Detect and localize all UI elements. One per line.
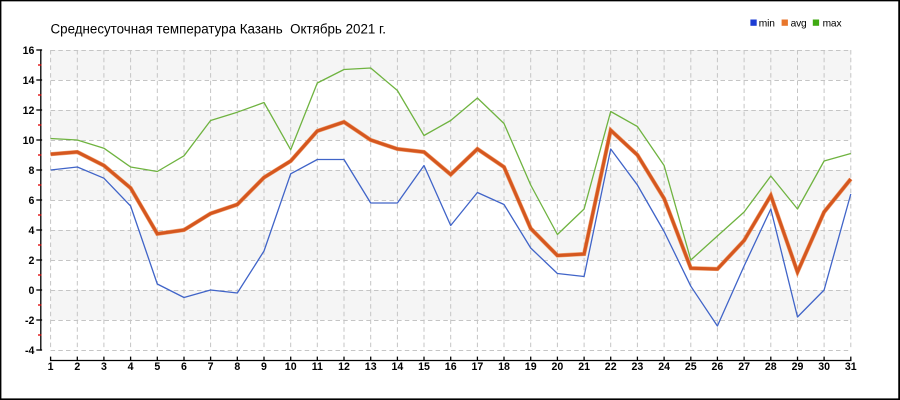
- svg-text:20: 20: [552, 361, 564, 373]
- svg-text:8: 8: [28, 165, 34, 177]
- svg-text:10: 10: [23, 135, 35, 147]
- svg-text:0: 0: [28, 285, 34, 297]
- svg-text:1: 1: [48, 361, 54, 373]
- svg-text:-2: -2: [25, 315, 35, 327]
- svg-text:22: 22: [605, 361, 617, 373]
- svg-text:25: 25: [685, 361, 697, 373]
- svg-text:28: 28: [765, 361, 777, 373]
- svg-text:10: 10: [285, 361, 297, 373]
- svg-text:18: 18: [498, 361, 510, 373]
- svg-text:7: 7: [208, 361, 214, 373]
- svg-text:30: 30: [818, 361, 830, 373]
- svg-text:14: 14: [23, 75, 35, 87]
- svg-text:16: 16: [23, 45, 35, 57]
- svg-text:Среднесуточная температура Каз: Среднесуточная температура Казань Октябр…: [51, 22, 387, 38]
- svg-text:21: 21: [578, 361, 590, 373]
- svg-text:26: 26: [712, 361, 724, 373]
- svg-text:4: 4: [28, 225, 34, 237]
- svg-text:min: min: [759, 19, 775, 30]
- svg-text:avg: avg: [791, 19, 807, 30]
- svg-text:-4: -4: [25, 345, 35, 357]
- svg-text:16: 16: [445, 361, 457, 373]
- svg-text:31: 31: [845, 361, 857, 373]
- svg-text:29: 29: [792, 361, 804, 373]
- svg-text:17: 17: [472, 361, 484, 373]
- svg-text:13: 13: [365, 361, 377, 373]
- svg-text:11: 11: [312, 361, 323, 373]
- svg-text:2: 2: [74, 361, 80, 373]
- svg-text:27: 27: [738, 361, 750, 373]
- svg-text:4: 4: [128, 361, 134, 373]
- svg-text:2: 2: [28, 255, 34, 267]
- svg-text:8: 8: [234, 361, 240, 373]
- svg-text:3: 3: [101, 361, 107, 373]
- svg-text:12: 12: [338, 361, 350, 373]
- svg-text:6: 6: [181, 361, 187, 373]
- svg-text:14: 14: [392, 361, 404, 373]
- svg-text:15: 15: [418, 361, 430, 373]
- svg-text:19: 19: [525, 361, 537, 373]
- svg-text:9: 9: [261, 361, 267, 373]
- svg-text:6: 6: [28, 195, 34, 207]
- svg-text:23: 23: [632, 361, 644, 373]
- svg-text:24: 24: [658, 361, 670, 373]
- svg-text:12: 12: [23, 105, 35, 117]
- svg-text:5: 5: [154, 361, 160, 373]
- svg-text:max: max: [823, 19, 842, 30]
